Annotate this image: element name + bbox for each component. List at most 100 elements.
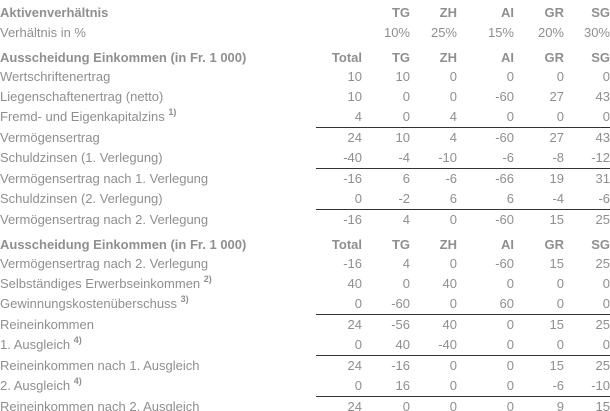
value-cell: 0 [410,294,457,315]
table-row: Vermögensertrag 24 10 4 -60 27 43 [0,128,610,149]
value-cell: 0 [316,294,362,315]
table-row: Fremd- und Eigenkapitalzins 1) 4 0 4 0 0 0 [0,107,610,128]
value-cell: 60 [457,294,514,315]
column-header-cell: Total [331,237,362,252]
value-cell: 0 [506,276,514,291]
value-cell: 0 [556,69,564,84]
value-cell: 24 [347,399,362,411]
value-cell: 0 [457,376,514,397]
value-cell: 19 [549,171,564,186]
value-cell: 15% [487,25,514,40]
column-header-cell: GR [544,5,565,20]
ausscheidung-einkommen-table: Aktivenverhältnis TG ZH AI GR SG Verhältnis in… [0,3,610,411]
value-cell: 6 [402,171,410,186]
table-row: Schuldzinsen (2. Verlegung) 0 -2 6 6 -4 -6 [0,189,610,210]
value-cell: -56 [391,317,410,332]
value-cell: 15 [595,399,610,411]
column-header-cell: AI [501,5,514,20]
table-row: 1. Ausgleich 4) 0 40 -40 0 0 0 [0,335,610,356]
value-cell: 0 [316,376,362,397]
value-cell: 43 [595,130,610,145]
value-cell: 0 [564,107,610,128]
value-cell: -66 [495,171,514,186]
value-cell: 4 [410,107,457,128]
value-cell: 25 [595,256,610,271]
value-cell: 6 [457,189,514,210]
footnote-marker: 4) [73,335,82,345]
value-cell: 0 [514,294,564,315]
column-header-cell: SG [591,5,610,20]
value-cell: 0 [449,212,457,227]
value-cell: 0 [362,107,410,128]
section-header-row: Ausscheidung Einkommen (in Fr. 1 000) Tot… [0,43,610,67]
value-cell: -8 [514,148,564,169]
value-cell: 0 [402,89,410,104]
table-row: Reineinkommen nach 1. Ausgleich 24 -16 0 0 15… [0,356,610,377]
value-cell: -16 [343,171,362,186]
table-row: Vermögensertrag nach 2. Verlegung -16 4 0 -6… [0,210,610,231]
value-cell: 40 [347,276,362,291]
row-label: Schuldzinsen (1. Verlegung) [0,150,163,166]
value-cell: 0 [514,107,564,128]
footnote-marker: 4) [73,376,82,386]
row-label: Gewinnungskostenüberschuss 3) [0,294,189,312]
value-cell: 0 [449,256,457,271]
value-cell: -40 [316,148,362,169]
value-cell: 10 [347,69,362,84]
table-row: Schuldzinsen (1. Verlegung) -40 -4 -10 -6 -8-… [0,148,610,169]
value-cell: 0 [449,358,457,373]
row-label: Liegenschaftenertrag (netto) [0,89,164,104]
value-cell: 0 [564,294,610,315]
value-cell: 0 [602,69,610,84]
value-cell: 6 [410,189,457,210]
value-cell: 31 [595,171,610,186]
value-cell: -6 [564,189,610,210]
value-cell: 0 [506,317,514,332]
value-cell: 0 [506,69,514,84]
value-cell: -6 [445,171,457,186]
value-cell: -4 [514,189,564,210]
value-cell: -60 [362,294,410,315]
value-cell: 0 [402,399,410,411]
value-cell: 4 [402,212,410,227]
row-label: Reineinkommen nach 2. Ausgleich [0,398,200,411]
value-cell: -4 [362,148,410,169]
table-row: Gewinnungskostenüberschuss 3) 0 -60 0 60 0 0 [0,294,610,315]
column-header-cell: AI [501,50,514,65]
value-cell: -60 [495,256,514,271]
table-row: Selbständiges Erwerbseinkommen 2) 40 0 40 0 0… [0,274,610,294]
value-cell: 0 [556,276,564,291]
value-cell: -60 [495,130,514,145]
row-label: Selbständiges Erwerbseinkommen 2) [0,274,212,291]
value-cell: 10% [383,25,410,40]
value-cell: 0 [449,399,457,411]
row-label: Vermögensertrag nach 1. Verlegung [0,170,209,186]
column-header-cell: GR [544,237,565,252]
value-cell: 0 [410,376,457,397]
value-cell: 9 [556,399,564,411]
value-cell: -10 [410,148,457,169]
value-cell: 25 [595,358,610,373]
row-label: Verhältnis in % [0,25,86,40]
value-cell: 0 [457,335,514,356]
table-row: Wertschriftenertrag 10 10 0 0 0 0 [0,67,610,87]
value-cell: 0 [316,335,362,356]
value-cell [316,23,362,43]
value-cell: -2 [362,189,410,210]
value-cell: 0 [449,89,457,104]
table-body: Aktivenverhältnis TG ZH AI GR SG Verhältnis in… [0,3,610,411]
row-label: Wertschriftenertrag [0,69,111,84]
value-cell: 27 [549,89,564,104]
column-header-cell [316,3,362,23]
row-label: Ausscheidung Einkommen (in Fr. 1 000) [0,50,247,65]
value-cell: 0 [402,276,410,291]
row-label: Ausscheidung Einkommen (in Fr. 1 000) [0,237,247,252]
value-cell: 10 [395,69,410,84]
value-cell: 25% [430,25,457,40]
value-cell: -40 [410,335,457,356]
value-cell: -12 [564,148,610,169]
row-label: Schuldzinsen (2. Verlegung) [0,191,163,207]
value-cell: 0 [514,335,564,356]
value-cell: 40 [362,335,410,356]
